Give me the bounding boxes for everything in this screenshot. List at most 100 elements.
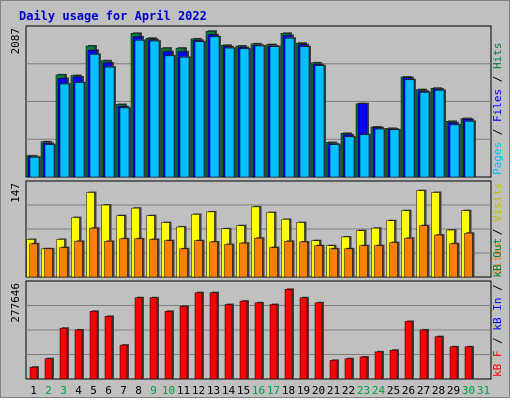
ymax-label-visits-sites: 147 — [9, 183, 22, 203]
legend-label-part: kB Out — [491, 238, 504, 278]
bar-sites-day-11 — [179, 248, 188, 278]
bar-sites-day-29 — [449, 243, 458, 278]
bar-kb-f-day-9 — [149, 297, 158, 380]
bar-pages-day-12 — [194, 41, 205, 178]
bar-kb-f-day-28 — [434, 336, 443, 380]
legend-label-part: / — [491, 69, 504, 89]
bar-kb-f-day-25 — [389, 349, 398, 380]
day-label-26: 26 — [402, 384, 415, 397]
legend-visits-sites: Sites / Visits — [491, 182, 504, 275]
bar-kb-f-day-7 — [119, 344, 128, 380]
bar-kb-f-day-2 — [44, 358, 53, 380]
day-label-25: 25 — [387, 384, 400, 397]
bar-pages-day-7 — [119, 107, 130, 178]
day-label-28: 28 — [432, 384, 445, 397]
bar-pages-day-1 — [29, 157, 40, 178]
bar-pages-day-16 — [254, 45, 265, 178]
day-label-21: 21 — [327, 384, 340, 397]
day-label-16: 16 — [252, 384, 265, 397]
day-label-18: 18 — [282, 384, 295, 397]
bar-sites-day-1 — [29, 243, 38, 278]
day-label-5: 5 — [90, 384, 97, 397]
bar-sites-day-21 — [329, 248, 338, 278]
ymax-label-hits-files-pages: 2087 — [9, 28, 22, 55]
day-label-8: 8 — [135, 384, 142, 397]
day-label-29: 29 — [447, 384, 460, 397]
day-label-11: 11 — [177, 384, 190, 397]
legend-label-part: Hits — [491, 43, 504, 70]
bar-pages-day-5 — [89, 54, 100, 178]
bar-sites-day-8 — [134, 238, 143, 278]
bar-kb-f-day-17 — [269, 304, 278, 380]
day-label-2: 2 — [45, 384, 52, 397]
day-label-1: 1 — [30, 384, 37, 397]
day-label-4: 4 — [75, 384, 82, 397]
bar-pages-day-21 — [329, 144, 340, 178]
bar-kb-f-day-16 — [254, 302, 263, 380]
legend-label-part: Files — [491, 89, 504, 122]
bar-sites-day-7 — [119, 238, 128, 278]
legend-label-part: kB F — [491, 351, 504, 378]
bar-sites-day-16 — [254, 237, 263, 278]
bar-kb-f-day-6 — [104, 316, 113, 380]
bar-sites-day-23 — [359, 245, 368, 278]
day-label-14: 14 — [222, 384, 236, 397]
day-label-31: 31 — [477, 384, 490, 397]
bar-pages-day-20 — [314, 65, 325, 178]
legend-label-part: / — [491, 222, 504, 242]
day-label-20: 20 — [312, 384, 325, 397]
bar-kb-f-day-1 — [29, 366, 38, 380]
bar-sites-day-17 — [269, 247, 278, 278]
bar-kb-f-day-12 — [194, 292, 203, 380]
bar-pages-day-11 — [179, 57, 190, 178]
ymax-label-kb-in-out: 277646 — [9, 283, 22, 323]
bar-pages-day-6 — [104, 66, 115, 178]
bar-pages-day-4 — [74, 82, 85, 178]
bar-sites-day-3 — [59, 247, 68, 278]
bar-pages-day-29 — [449, 124, 460, 178]
bar-sites-day-18 — [284, 241, 293, 278]
bar-pages-day-25 — [389, 129, 400, 178]
day-label-9: 9 — [150, 384, 157, 397]
bar-pages-day-3 — [59, 83, 70, 178]
bar-kb-f-day-15 — [239, 300, 248, 380]
bar-kb-f-day-10 — [164, 311, 173, 380]
day-label-15: 15 — [237, 384, 250, 397]
day-label-12: 12 — [192, 384, 205, 397]
bar-kb-f-day-13 — [209, 292, 218, 380]
bar-kb-f-day-21 — [329, 360, 338, 380]
day-label-27: 27 — [417, 384, 430, 397]
bar-pages-day-14 — [224, 47, 235, 178]
bar-sites-day-25 — [389, 242, 398, 278]
bar-kb-f-day-29 — [449, 346, 458, 380]
bar-sites-day-4 — [74, 241, 83, 278]
day-label-19: 19 — [297, 384, 310, 397]
bar-kb-f-day-19 — [299, 297, 308, 380]
bar-sites-day-28 — [434, 234, 443, 278]
bar-pages-day-19 — [299, 46, 310, 178]
bar-sites-day-13 — [209, 241, 218, 278]
legend-label-part: kB In — [491, 298, 504, 331]
legend-label-part: Visits — [491, 182, 504, 222]
bar-pages-day-28 — [434, 90, 445, 178]
legend-label-part: Sites — [491, 242, 504, 275]
bar-kb-f-day-3 — [59, 327, 68, 380]
day-label-3: 3 — [60, 384, 67, 397]
day-label-30: 30 — [462, 384, 475, 397]
bar-sites-day-10 — [164, 240, 173, 278]
bar-sites-day-14 — [224, 244, 233, 278]
bar-sites-day-12 — [194, 240, 203, 278]
bar-sites-day-15 — [239, 242, 248, 278]
bar-pages-day-13 — [209, 36, 220, 178]
bar-pages-day-9 — [149, 40, 160, 178]
bar-kb-f-day-8 — [134, 297, 143, 380]
day-label-7: 7 — [120, 384, 127, 397]
bar-sites-day-9 — [149, 239, 158, 278]
bar-pages-day-26 — [404, 79, 415, 178]
bar-kb-f-day-18 — [284, 289, 293, 380]
chart-title: Daily usage for April 2022 — [19, 9, 207, 23]
bar-kb-f-day-26 — [404, 321, 413, 380]
bar-kb-f-day-5 — [89, 311, 98, 380]
